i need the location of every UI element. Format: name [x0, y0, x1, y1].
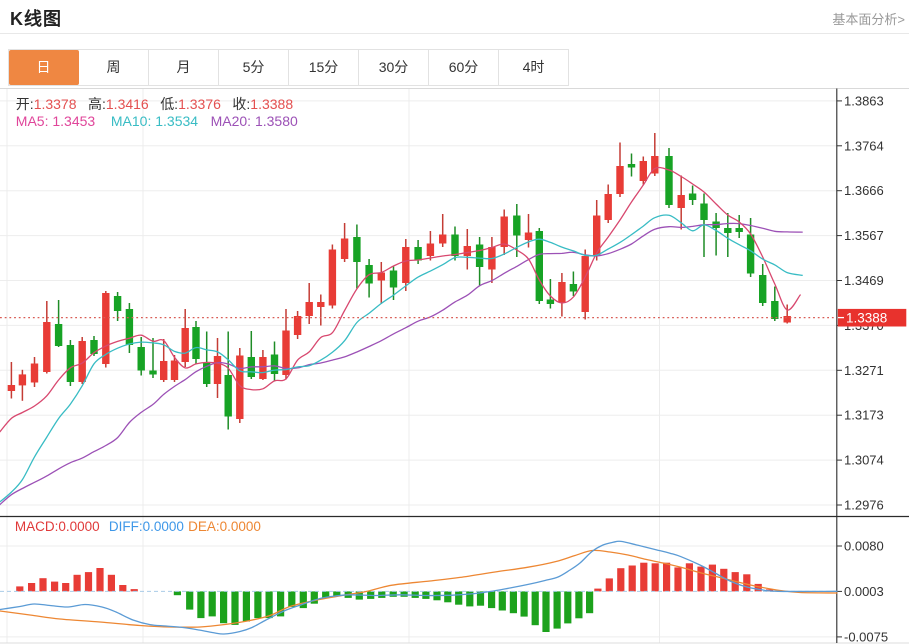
svg-text:0.0080: 0.0080: [844, 539, 884, 554]
svg-text:1.3764: 1.3764: [844, 138, 884, 153]
svg-text:1.3173: 1.3173: [844, 408, 884, 423]
svg-text:-0.0075: -0.0075: [844, 629, 888, 644]
svg-text:0.0003: 0.0003: [844, 584, 884, 599]
svg-text:1.3074: 1.3074: [844, 453, 884, 468]
svg-text:1.3469: 1.3469: [844, 273, 884, 288]
svg-text:1.3388: 1.3388: [846, 310, 887, 325]
svg-text:1.3863: 1.3863: [844, 93, 884, 108]
svg-text:1.3271: 1.3271: [844, 363, 884, 378]
svg-text:1.3567: 1.3567: [844, 228, 884, 243]
svg-text:1.3666: 1.3666: [844, 183, 884, 198]
svg-text:1.2976: 1.2976: [844, 498, 884, 513]
